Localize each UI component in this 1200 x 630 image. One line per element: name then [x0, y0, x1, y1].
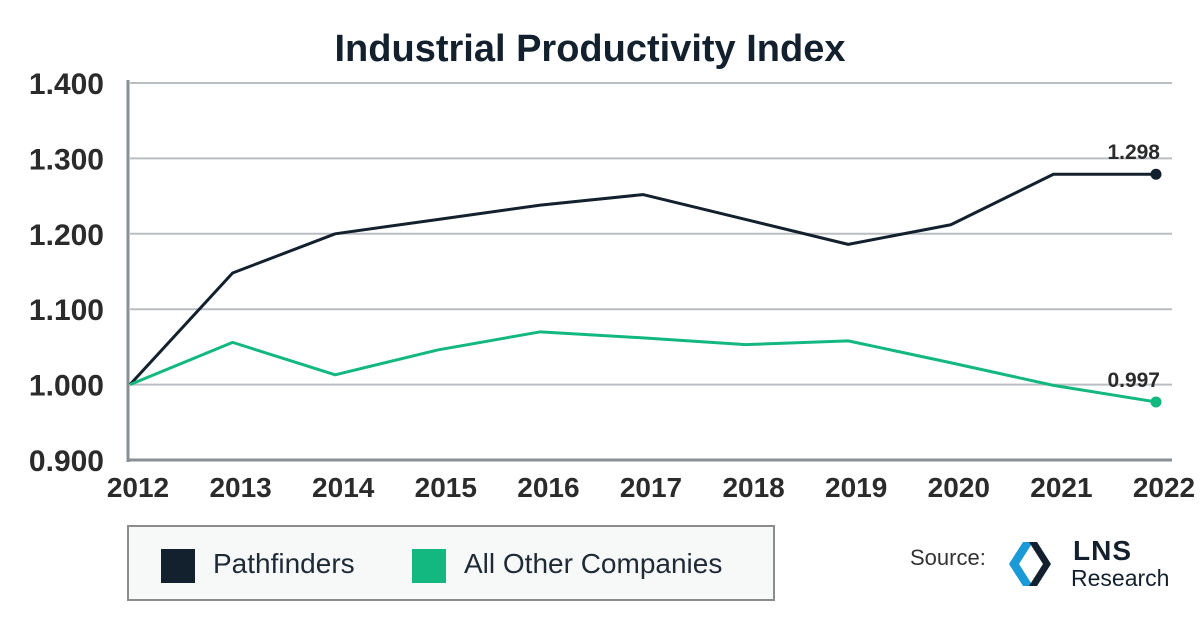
brand-logo: LNS Research	[1003, 535, 1193, 595]
legend-swatch-pathfinders	[161, 549, 195, 583]
y-tick-label: 1.300	[29, 143, 104, 176]
y-axis-ticks: 0.900 1.000 1.100 1.200 1.300 1.400	[29, 68, 104, 478]
y-tick-label: 1.100	[29, 294, 104, 327]
end-point-all-other-companies	[1150, 396, 1162, 408]
lns-logo-icon	[1009, 542, 1051, 586]
y-tick-label: 0.900	[29, 445, 104, 478]
data-label-pathfinders: 1.298	[1107, 141, 1160, 164]
source-label: Source:	[910, 545, 986, 570]
series: 1.298 0.997	[128, 141, 1162, 408]
x-tick-label: 2012	[107, 472, 169, 503]
legend-label-all-other-companies: All Other Companies	[464, 548, 723, 579]
brand-name: LNS	[1073, 535, 1132, 566]
x-tick-label: 2013	[209, 472, 271, 503]
brand-subtitle: Research	[1071, 565, 1170, 591]
gridlines	[130, 82, 1172, 386]
x-tick-label: 2019	[825, 472, 887, 503]
x-tick-label: 2022	[1133, 472, 1195, 503]
chart-title: Industrial Productivity Index	[335, 28, 846, 70]
y-tick-label: 1.400	[29, 68, 104, 101]
end-point-pathfinders	[1150, 168, 1162, 180]
x-tick-label: 2018	[722, 472, 784, 503]
y-tick-label: 1.000	[29, 370, 104, 403]
x-axis-ticks: 2012 2013 2014 2015 2016 2017 2018 2019 2020 2021…	[107, 472, 1195, 503]
legend-swatch-all-other-companies	[412, 549, 446, 583]
x-tick-label: 2021	[1030, 472, 1092, 503]
y-tick-label: 1.200	[29, 219, 104, 252]
series-line-all-other-companies	[129, 330, 1157, 404]
legend-label-pathfinders: Pathfinders	[213, 548, 355, 579]
data-label-all-other-companies: 0.997	[1107, 369, 1160, 392]
x-tick-label: 2015	[415, 472, 477, 503]
x-tick-label: 2020	[928, 472, 990, 503]
x-tick-label: 2016	[517, 472, 579, 503]
x-tick-label: 2014	[312, 472, 375, 503]
series-line-pathfinders	[128, 172, 1156, 386]
axes	[126, 80, 1172, 462]
legend: Pathfinders All Other Companies	[127, 525, 775, 601]
x-tick-label: 2017	[620, 472, 682, 503]
